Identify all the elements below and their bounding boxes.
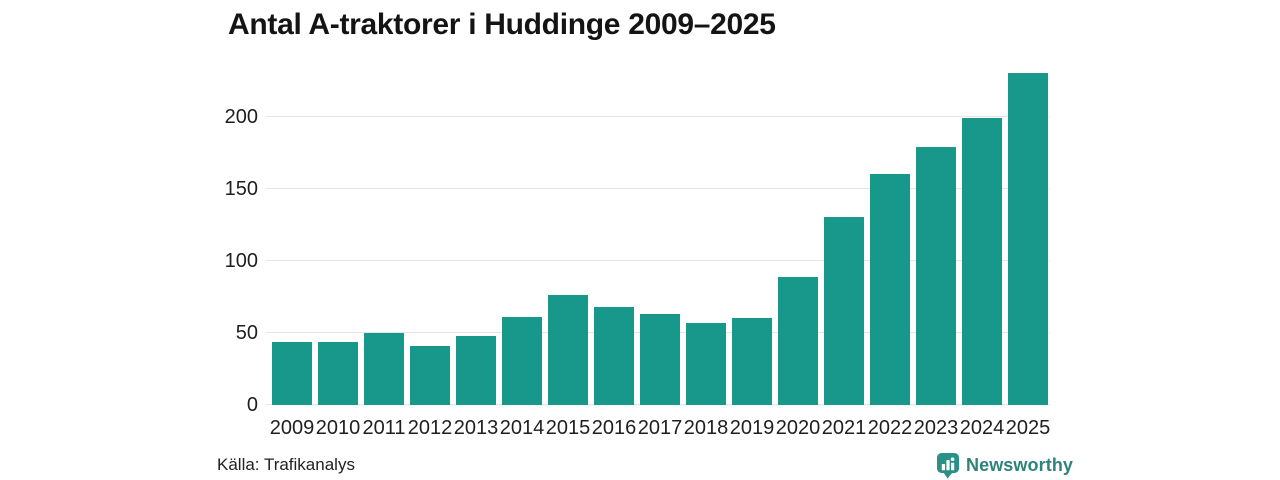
brand-name: Newsworthy <box>966 455 1074 475</box>
bar-2022 <box>870 174 910 405</box>
x-tick-label: 2015 <box>545 417 591 439</box>
bar-2023 <box>916 147 956 405</box>
gridline-y-150 <box>266 187 1050 189</box>
bar-2020 <box>778 277 818 405</box>
bar-2019 <box>732 318 772 405</box>
x-tick-label: 2011 <box>362 417 406 439</box>
source-note: Källa: Trafikanalys <box>217 455 355 474</box>
x-axis: 2009 2010 2011 2012 2013 2014 2015 2016 2017 2018… <box>269 417 1051 440</box>
x-tick-label: 2012 <box>407 417 453 439</box>
bar-2015 <box>548 295 588 405</box>
bar-2025 <box>1008 73 1048 405</box>
brand-logo: Newsworthy <box>936 452 1073 479</box>
bar-2009 <box>272 342 312 405</box>
x-tick-label: 2025 <box>1005 417 1051 439</box>
y-tick-label: 100 <box>224 249 258 272</box>
bar-2017 <box>640 314 680 405</box>
gridline-y-100 <box>266 259 1050 261</box>
bar-series <box>272 60 1048 405</box>
x-tick-label: 2010 <box>315 417 361 439</box>
x-tick-label: 2017 <box>637 417 683 439</box>
x-tick-label: 2021 <box>821 417 867 439</box>
x-tick-label: 2016 <box>591 417 637 439</box>
x-tick-label: 2014 <box>499 417 545 439</box>
bar-2013 <box>456 336 496 405</box>
bar-2021 <box>824 217 864 405</box>
x-tick-label: 2024 <box>959 417 1005 439</box>
x-tick-label: 2020 <box>775 417 821 439</box>
y-tick-label: 50 <box>235 321 258 344</box>
newsworthy-logo-icon <box>936 452 960 479</box>
y-tick-label: 200 <box>224 105 258 128</box>
x-tick-label: 2023 <box>913 417 959 439</box>
bar-2018 <box>686 323 726 405</box>
bar-2024 <box>962 118 1002 405</box>
bar-2012 <box>410 346 450 405</box>
x-tick-label: 2022 <box>867 417 913 439</box>
x-tick-label: 2013 <box>453 417 499 439</box>
chart-title: Antal A-traktorer i Huddinge 2009–2025 <box>228 8 776 41</box>
x-tick-label: 2018 <box>683 417 729 439</box>
y-tick-label: 150 <box>224 177 258 200</box>
x-tick-label: 2019 <box>729 417 775 439</box>
bar-2014 <box>502 317 542 405</box>
gridline-y-200 <box>266 115 1050 117</box>
x-tick-label: 2009 <box>269 417 315 439</box>
bar-2016 <box>594 307 634 405</box>
bar-2010 <box>318 342 358 405</box>
bar-2011 <box>364 333 404 405</box>
y-tick-label: 0 <box>246 394 258 416</box>
